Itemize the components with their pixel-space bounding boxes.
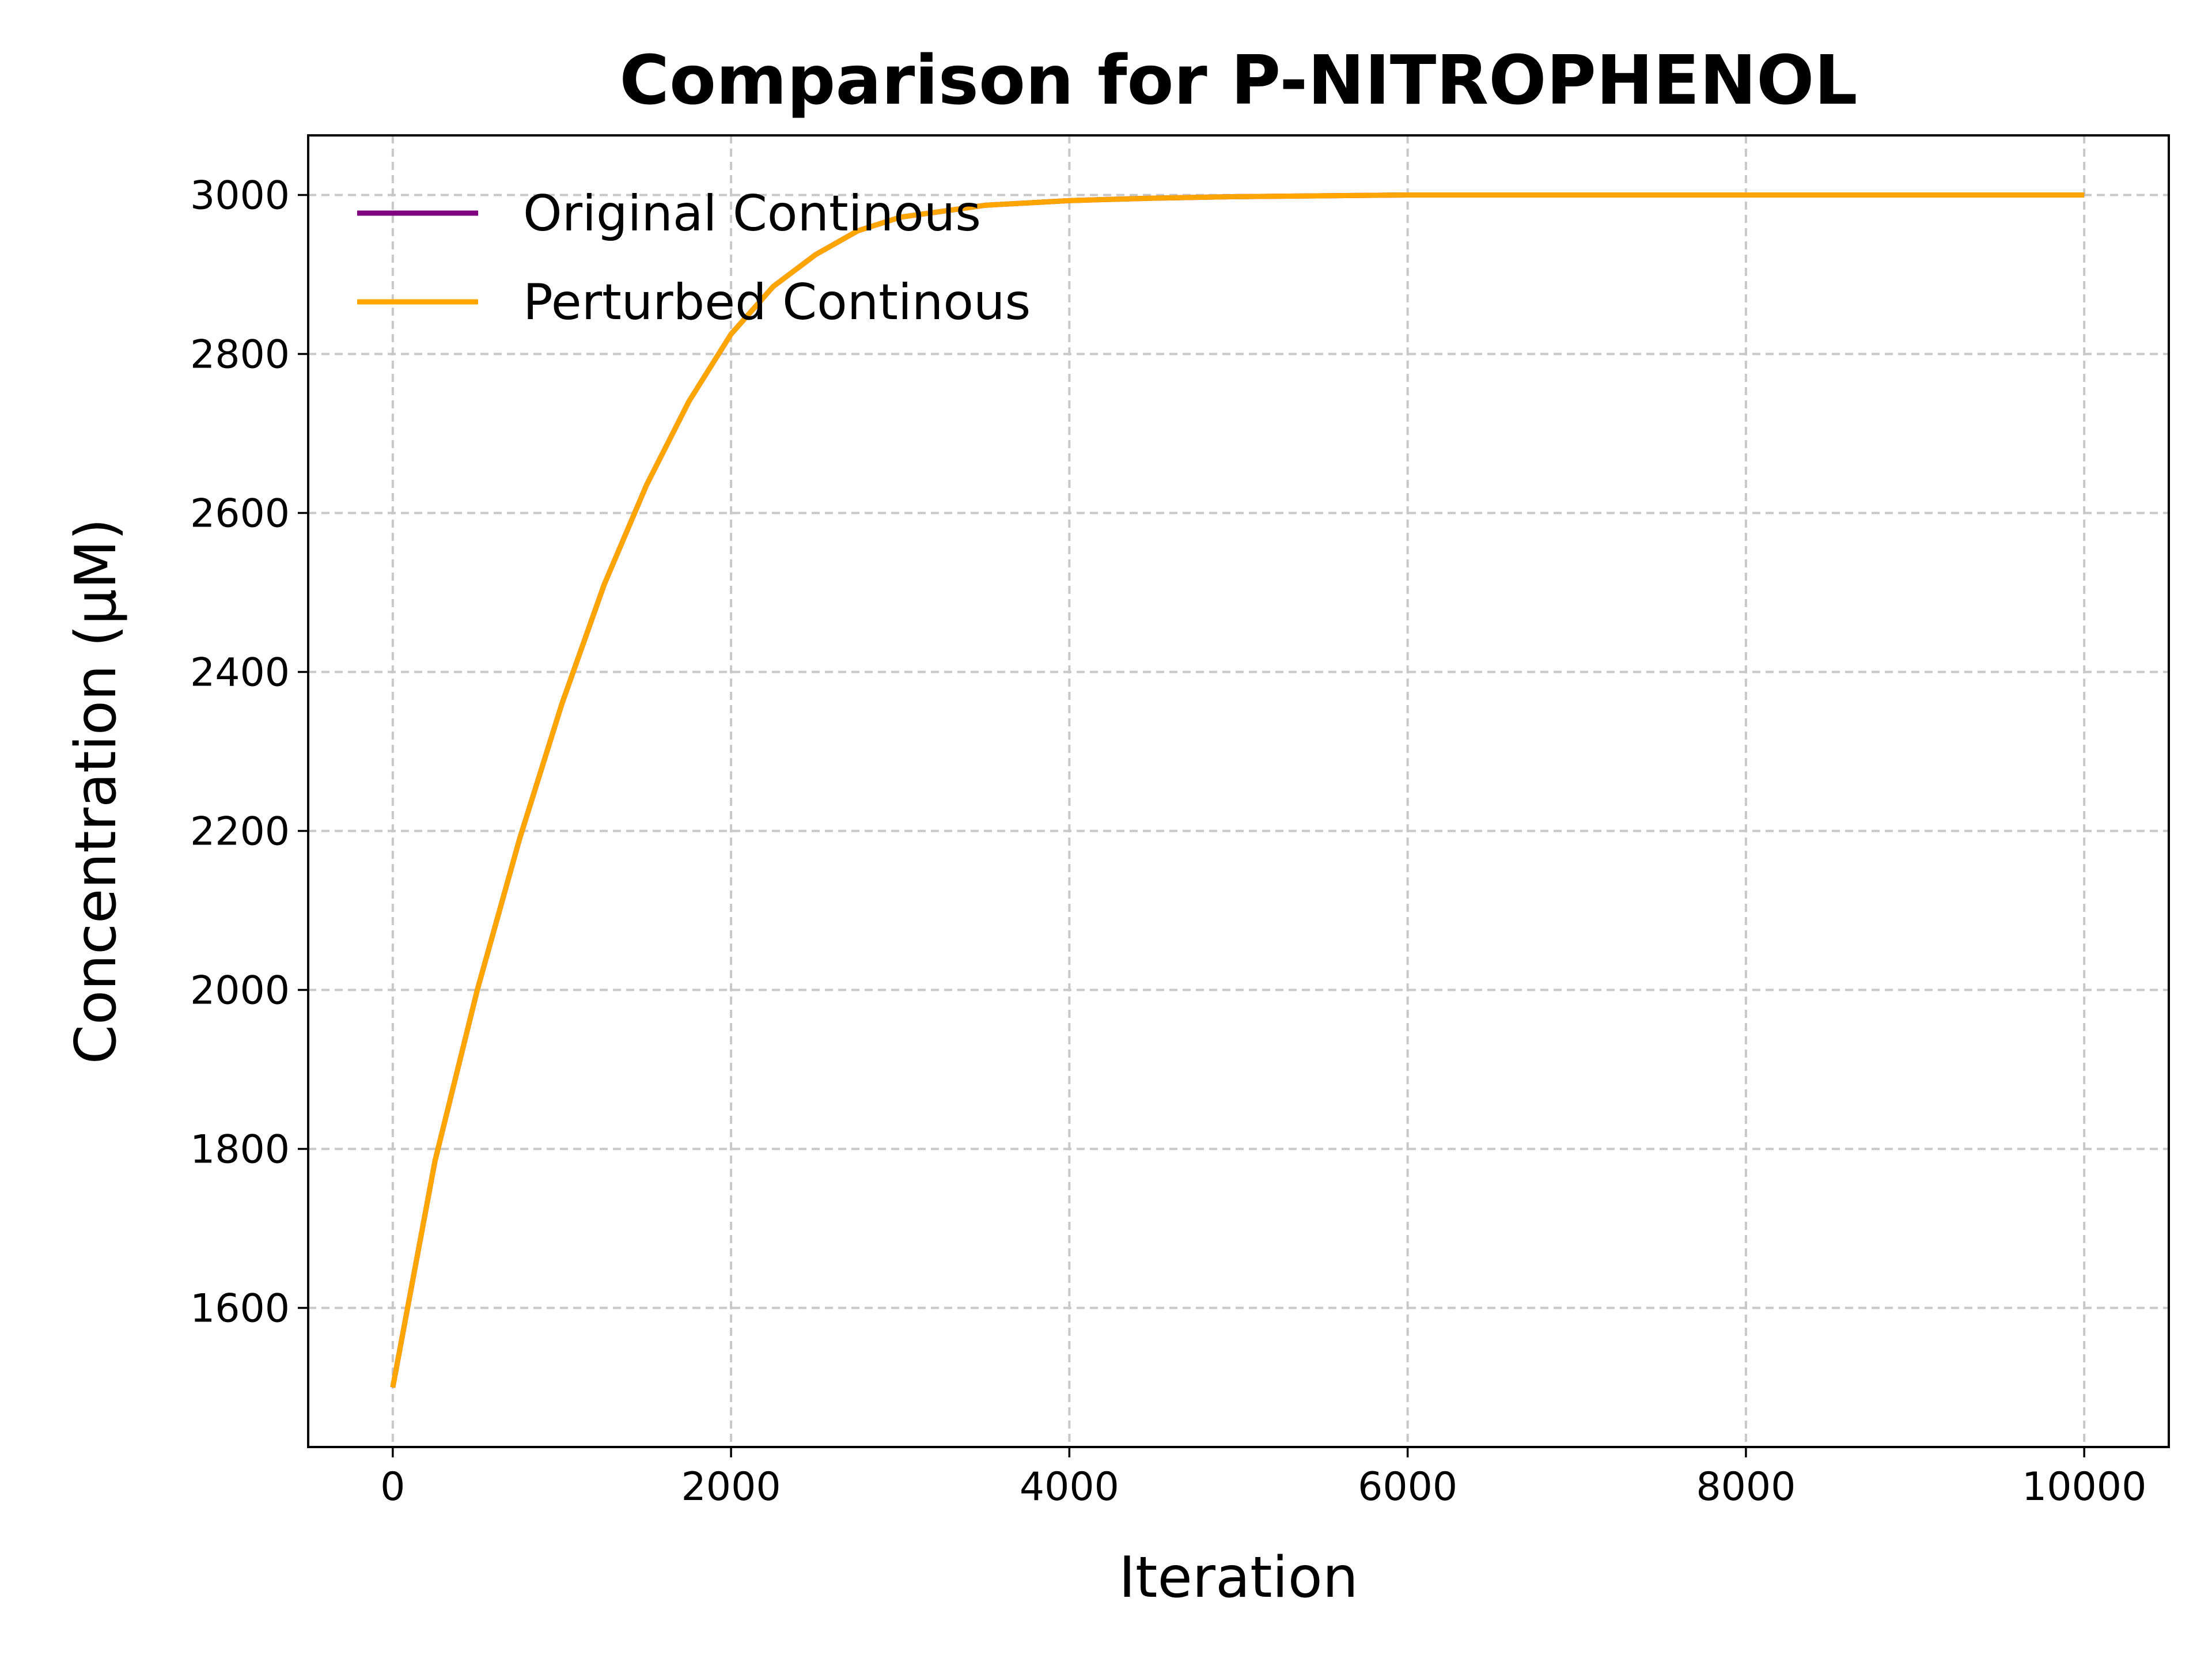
legend-label-1: Perturbed Continous [523, 274, 1031, 331]
y-tick-label: 2800 [190, 332, 290, 378]
y-tick-label: 1600 [190, 1286, 290, 1332]
y-tick-label: 3000 [190, 173, 290, 219]
x-tick-label: 8000 [1696, 1464, 1796, 1510]
y-tick-label: 2000 [190, 968, 290, 1014]
series-line-1 [390, 192, 2085, 1388]
x-tick-label: 0 [380, 1464, 405, 1510]
x-axis-label: Iteration [1119, 1545, 1358, 1611]
y-axis-label: Concentration (μM) [63, 518, 129, 1065]
y-tick-label: 2400 [190, 650, 290, 696]
y-tick-label: 2600 [190, 491, 290, 537]
axis-ticks: 0 2000 4000 6000 8000 10000 1600 1800 2000 2200 24… [190, 173, 2146, 1510]
series-lines [390, 192, 2085, 1388]
y-tick-label: 2200 [190, 809, 290, 855]
x-tick-label: 4000 [1020, 1464, 1119, 1510]
legend-label-0: Original Continous [523, 185, 981, 243]
chart-title: Comparison for P-NITROPHENOL [619, 40, 1857, 120]
legend: Original Continous Perturbed Continous [357, 185, 1031, 331]
y-tick-label: 1800 [190, 1127, 290, 1173]
x-tick-label: 2000 [681, 1464, 781, 1510]
plot-frame [307, 134, 2170, 1448]
x-tick-label: 6000 [1358, 1464, 1457, 1510]
x-tick-label: 10000 [2022, 1464, 2146, 1510]
